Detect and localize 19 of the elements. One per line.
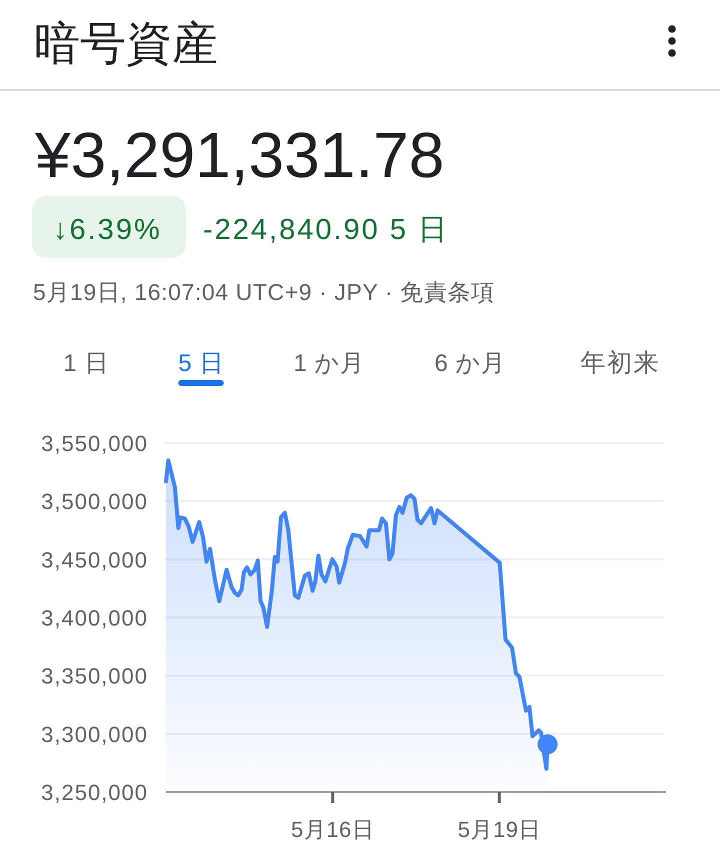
- text: ↓6.39%: [53, 214, 162, 246]
- y-tick-label: 3,400,000: [41, 606, 148, 630]
- x-tick-label: 5月19日: [458, 817, 541, 842]
- text: -224,840.90 5 日: [203, 214, 450, 246]
- y-tick-label: 3,300,000: [41, 722, 148, 747]
- text: 5月19日, 16:07:04 UTC+9 · JPY · 免責条項: [33, 279, 495, 305]
- text: 1 日: [63, 350, 109, 377]
- y-tick-label: 3,500,000: [41, 489, 148, 514]
- text: 5 日: [178, 350, 224, 377]
- text: 1 か月: [293, 350, 365, 377]
- y-tick-label: 3,350,000: [41, 664, 148, 689]
- y-tick-label: 3,250,000: [41, 780, 148, 805]
- text: 年初来: [580, 349, 660, 377]
- y-tick-label: 3,450,000: [41, 547, 148, 572]
- chart-subtitle: ¥3,291,331.78: [34, 119, 444, 191]
- text: 6 か月: [434, 350, 506, 377]
- x-tick-label: 5月16日: [291, 817, 374, 842]
- y-tick-label: 3,550,000: [41, 431, 148, 456]
- chart-title: 暗号資産: [34, 17, 218, 69]
